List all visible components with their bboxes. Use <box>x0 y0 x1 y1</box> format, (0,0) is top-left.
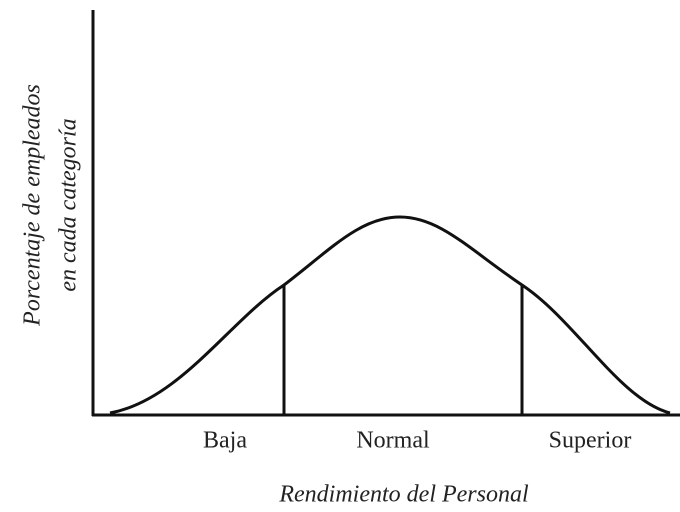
y-axis-label: en cada categoría <box>56 118 82 291</box>
region-label: Normal <box>356 428 430 454</box>
y-axis-label: Porcentaje de empleados <box>20 84 46 327</box>
bell-curve <box>109 215 671 415</box>
x-axis-label: Rendimiento del Personal <box>278 482 529 508</box>
region-label: Baja <box>203 428 247 454</box>
region-label: Superior <box>549 428 632 454</box>
